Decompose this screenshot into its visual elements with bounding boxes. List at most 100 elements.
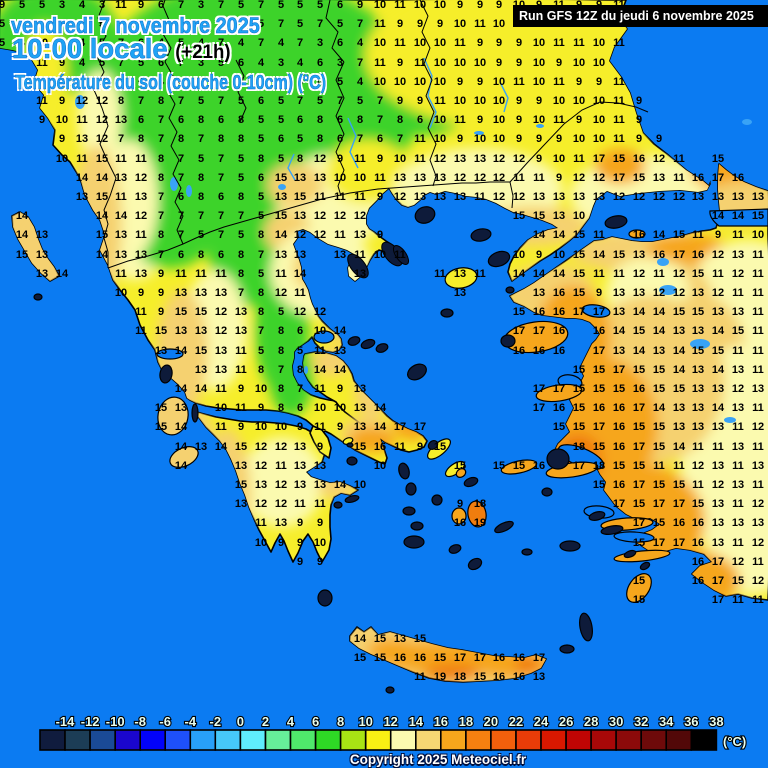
svg-text:16: 16: [513, 652, 525, 664]
svg-text:9: 9: [278, 537, 284, 549]
svg-text:15: 15: [573, 268, 585, 280]
svg-text:8: 8: [138, 133, 144, 145]
svg-text:7: 7: [357, 57, 363, 69]
svg-text:10: 10: [215, 402, 227, 414]
svg-text:13: 13: [314, 172, 326, 184]
svg-text:7: 7: [118, 133, 124, 145]
svg-text:12: 12: [633, 268, 645, 280]
svg-text:5: 5: [138, 57, 144, 69]
svg-text:7: 7: [19, 18, 25, 30]
svg-text:11: 11: [76, 153, 88, 165]
svg-text:17: 17: [533, 402, 545, 414]
svg-text:13: 13: [673, 421, 685, 433]
svg-text:12: 12: [215, 325, 227, 337]
svg-text:11: 11: [613, 76, 625, 88]
svg-text:9: 9: [138, 0, 144, 11]
svg-text:4: 4: [79, 0, 86, 11]
svg-text:11: 11: [414, 133, 426, 145]
svg-text:11: 11: [314, 191, 326, 203]
svg-text:8: 8: [198, 172, 204, 184]
svg-text:12: 12: [493, 172, 505, 184]
svg-text:12: 12: [573, 172, 585, 184]
svg-text:10: 10: [434, 0, 446, 11]
svg-text:4: 4: [278, 76, 285, 88]
svg-text:17: 17: [633, 441, 645, 453]
svg-text:12: 12: [712, 287, 724, 299]
svg-text:10: 10: [374, 460, 386, 472]
svg-text:5: 5: [317, 0, 323, 11]
svg-text:4: 4: [138, 18, 145, 30]
svg-text:12: 12: [314, 210, 326, 222]
svg-text:11: 11: [195, 268, 207, 280]
svg-text:5: 5: [198, 95, 204, 107]
svg-text:13: 13: [195, 287, 207, 299]
svg-text:10: 10: [533, 114, 545, 126]
svg-text:13: 13: [712, 421, 724, 433]
svg-text:5: 5: [99, 18, 105, 30]
svg-text:11: 11: [135, 306, 147, 318]
svg-text:0: 0: [237, 714, 244, 729]
svg-text:8: 8: [238, 249, 244, 261]
svg-text:7: 7: [158, 249, 164, 261]
svg-text:10: 10: [334, 172, 346, 184]
svg-text:9: 9: [39, 76, 45, 88]
svg-text:16: 16: [633, 383, 645, 395]
svg-text:8: 8: [278, 345, 284, 357]
svg-text:11: 11: [394, 249, 406, 261]
svg-text:17: 17: [573, 460, 585, 472]
svg-text:10: 10: [533, 57, 545, 69]
svg-text:13: 13: [394, 633, 406, 645]
svg-text:15: 15: [633, 421, 645, 433]
svg-text:17: 17: [712, 594, 724, 606]
svg-text:15: 15: [513, 210, 525, 222]
svg-text:14: 14: [553, 268, 566, 280]
svg-text:10: 10: [513, 249, 525, 261]
svg-text:8: 8: [198, 191, 204, 203]
svg-text:15: 15: [712, 153, 724, 165]
svg-text:9: 9: [636, 133, 642, 145]
svg-text:7: 7: [218, 0, 224, 11]
svg-text:14: 14: [513, 268, 526, 280]
svg-text:13: 13: [235, 498, 247, 510]
svg-text:7: 7: [118, 76, 124, 88]
svg-text:7: 7: [198, 210, 204, 222]
svg-text:13: 13: [175, 325, 187, 337]
svg-text:13: 13: [633, 287, 645, 299]
svg-text:11: 11: [354, 191, 366, 203]
svg-text:11: 11: [135, 229, 147, 241]
svg-text:16: 16: [553, 402, 565, 414]
svg-text:11: 11: [474, 18, 486, 30]
svg-text:13: 13: [195, 325, 207, 337]
svg-text:13: 13: [354, 229, 366, 241]
svg-text:13: 13: [732, 306, 744, 318]
svg-text:12: 12: [354, 210, 366, 222]
svg-text:11: 11: [752, 268, 764, 280]
svg-text:13: 13: [255, 479, 267, 491]
svg-text:5: 5: [99, 57, 105, 69]
svg-text:8: 8: [278, 325, 284, 337]
svg-text:10: 10: [414, 37, 426, 49]
svg-text:13: 13: [115, 114, 127, 126]
svg-text:3: 3: [198, 0, 204, 11]
svg-text:18: 18: [454, 671, 466, 683]
svg-text:11: 11: [513, 172, 525, 184]
svg-text:13: 13: [275, 517, 287, 529]
svg-text:12: 12: [474, 172, 486, 184]
svg-text:11: 11: [474, 268, 486, 280]
svg-text:6: 6: [297, 325, 303, 337]
svg-text:11: 11: [76, 114, 88, 126]
svg-text:13: 13: [732, 249, 744, 261]
svg-text:16: 16: [533, 460, 545, 472]
svg-text:17: 17: [593, 421, 605, 433]
svg-text:16: 16: [533, 306, 545, 318]
svg-text:11: 11: [692, 479, 704, 491]
svg-text:11: 11: [314, 383, 326, 395]
svg-text:9: 9: [337, 153, 343, 165]
svg-text:12: 12: [732, 556, 744, 568]
svg-text:12: 12: [314, 306, 326, 318]
svg-text:14: 14: [673, 441, 686, 453]
svg-text:7: 7: [118, 37, 124, 49]
svg-text:3: 3: [198, 57, 204, 69]
svg-text:9: 9: [317, 441, 323, 453]
svg-text:10: 10: [314, 537, 326, 549]
